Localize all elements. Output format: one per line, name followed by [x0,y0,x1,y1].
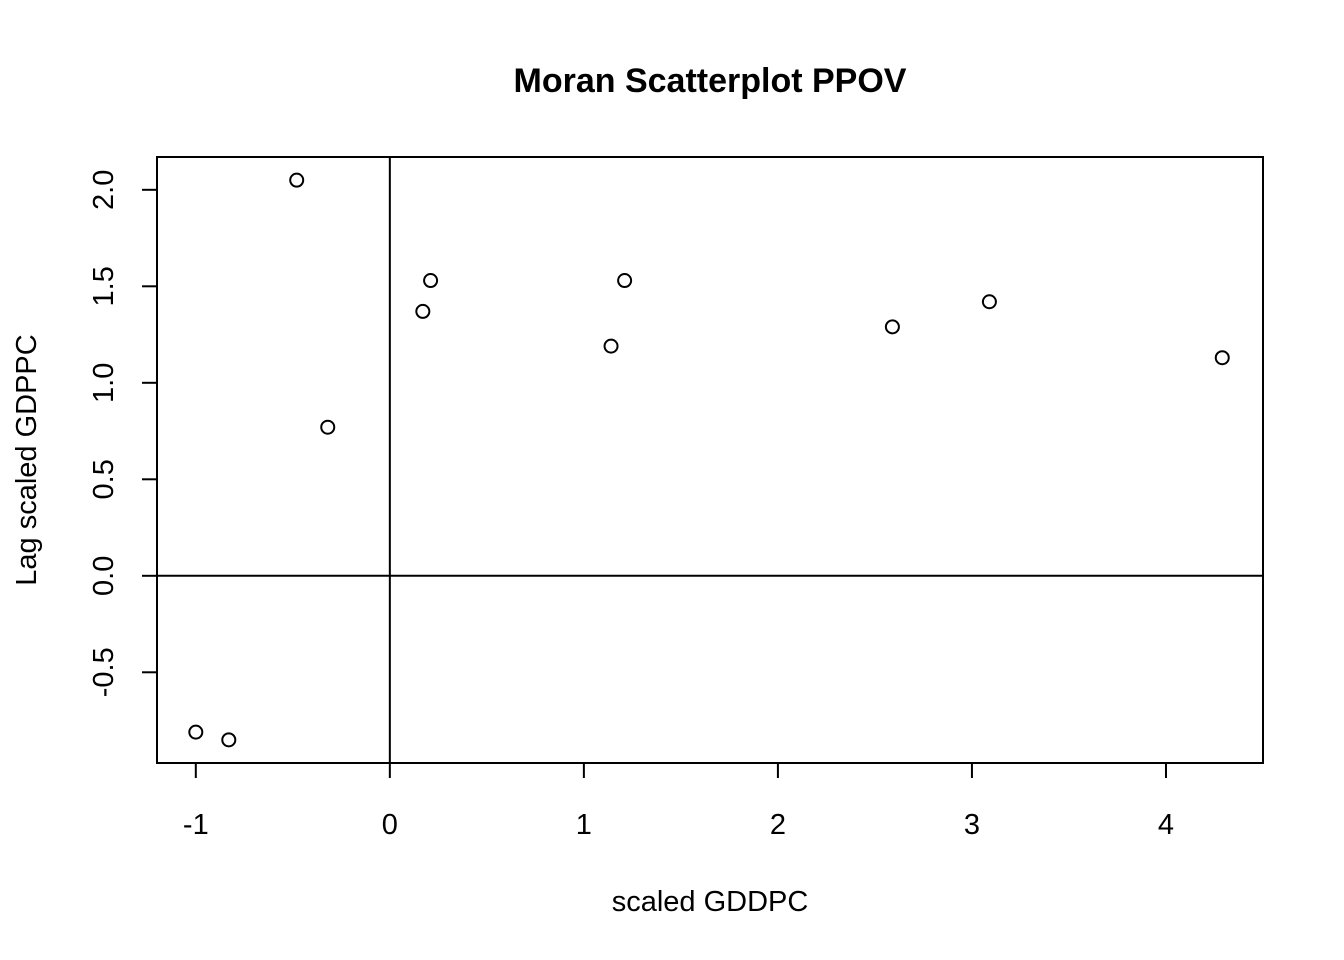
y-tick-label: 1.5 [88,266,120,306]
plot-area: -1 0 1 2 3 4 -0.5 0.0 0.5 1.0 1.5 2.0 [88,156,1264,841]
y-axis-label: Lag scaled GDPPC [11,334,43,585]
y-tick-label: 0.0 [88,556,120,596]
data-point [884,319,900,335]
x-axis-label: scaled GDDPC [612,886,809,918]
chart-title: Moran Scatterplot PPOV [514,62,907,100]
x-tick-label: 4 [1158,809,1174,841]
data-point [415,303,431,319]
data-point [289,172,305,188]
y-tick-label: 0.5 [88,459,120,499]
x-tick-label: 3 [964,809,980,841]
x-tick-label: -1 [183,809,209,841]
x-tick-label: 2 [770,809,786,841]
y-tick-label: 1.0 [88,363,120,403]
data-point [320,419,336,435]
data-point [188,724,204,740]
data-point [423,273,439,289]
data-point [221,732,237,748]
x-tick-label: 1 [576,809,592,841]
data-point [603,338,619,354]
plot-frame [156,156,1264,764]
data-point [981,294,997,310]
y-tick-label: -0.5 [88,647,120,697]
y-tick-label: 2.0 [88,170,120,210]
x-tick-label: 0 [382,809,398,841]
data-point [617,273,633,289]
data-point [1214,350,1230,366]
